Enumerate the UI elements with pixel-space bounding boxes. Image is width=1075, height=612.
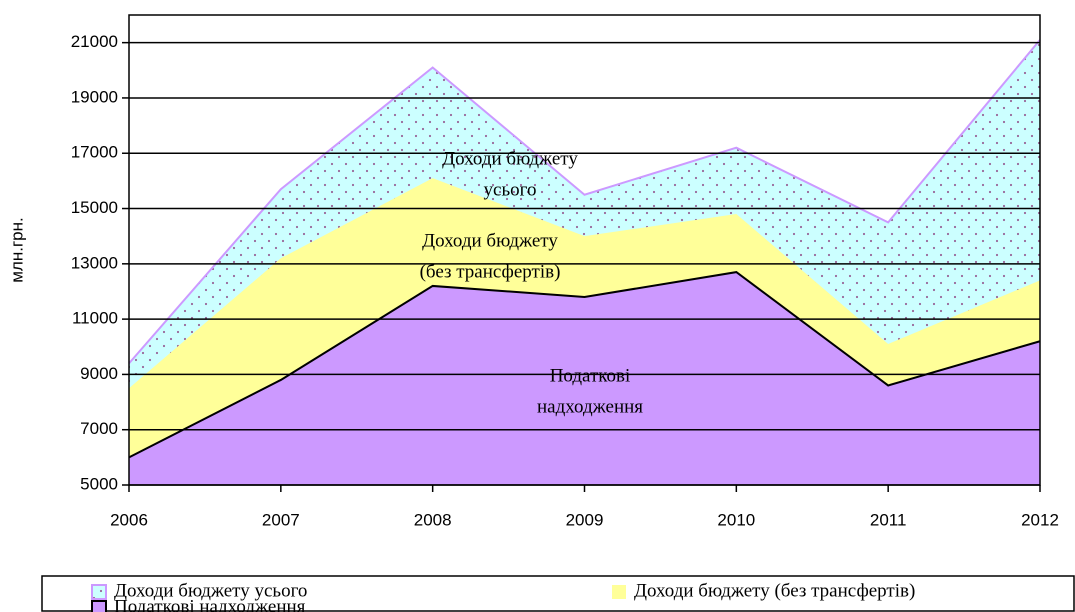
annotation: надходження [537, 396, 643, 417]
legend-label: Доходи бюджету усього [114, 580, 307, 601]
annotation: Доходи бюджету [422, 230, 558, 251]
y-tick-label: 19000 [71, 87, 118, 106]
x-tick-label: 2008 [414, 510, 452, 529]
plot-frame [128, 14, 1041, 486]
x-tick-label: 2006 [110, 510, 148, 529]
x-tick-label: 2009 [566, 510, 604, 529]
annotation: Доходи бюджету [442, 148, 578, 169]
annotation: (без трансфертів) [420, 261, 561, 282]
x-tick-label: 2010 [717, 510, 755, 529]
area [129, 272, 1040, 485]
legend-swatch [91, 584, 107, 600]
y-tick-label: 15000 [71, 198, 118, 217]
area-line [128, 39, 1041, 365]
legend-label: Податкові надходження [114, 596, 306, 612]
y-tick-label: 11000 [72, 309, 118, 328]
y-tick-label: 17000 [71, 143, 118, 162]
area-line [128, 271, 1041, 459]
x-tick-label: 2007 [262, 510, 300, 529]
y-tick-label: 13000 [71, 253, 118, 272]
x-tick-label: 2012 [1021, 510, 1059, 529]
y-tick-label: 9000 [80, 364, 118, 383]
y-tick-label: 21000 [71, 32, 118, 51]
y-axis-label: млн.грн. [7, 217, 26, 283]
legend-swatch [612, 585, 626, 599]
legend-swatch [91, 600, 107, 612]
y-tick-label: 7000 [80, 419, 118, 438]
annotation: Податкові [550, 365, 631, 386]
annotation: усього [484, 179, 537, 200]
legend-box [41, 575, 1075, 612]
y-tick-label: 5000 [80, 474, 118, 493]
x-tick-label: 2011 [870, 510, 907, 529]
legend-label: Доходи бюджету (без трансфертів) [634, 580, 915, 601]
